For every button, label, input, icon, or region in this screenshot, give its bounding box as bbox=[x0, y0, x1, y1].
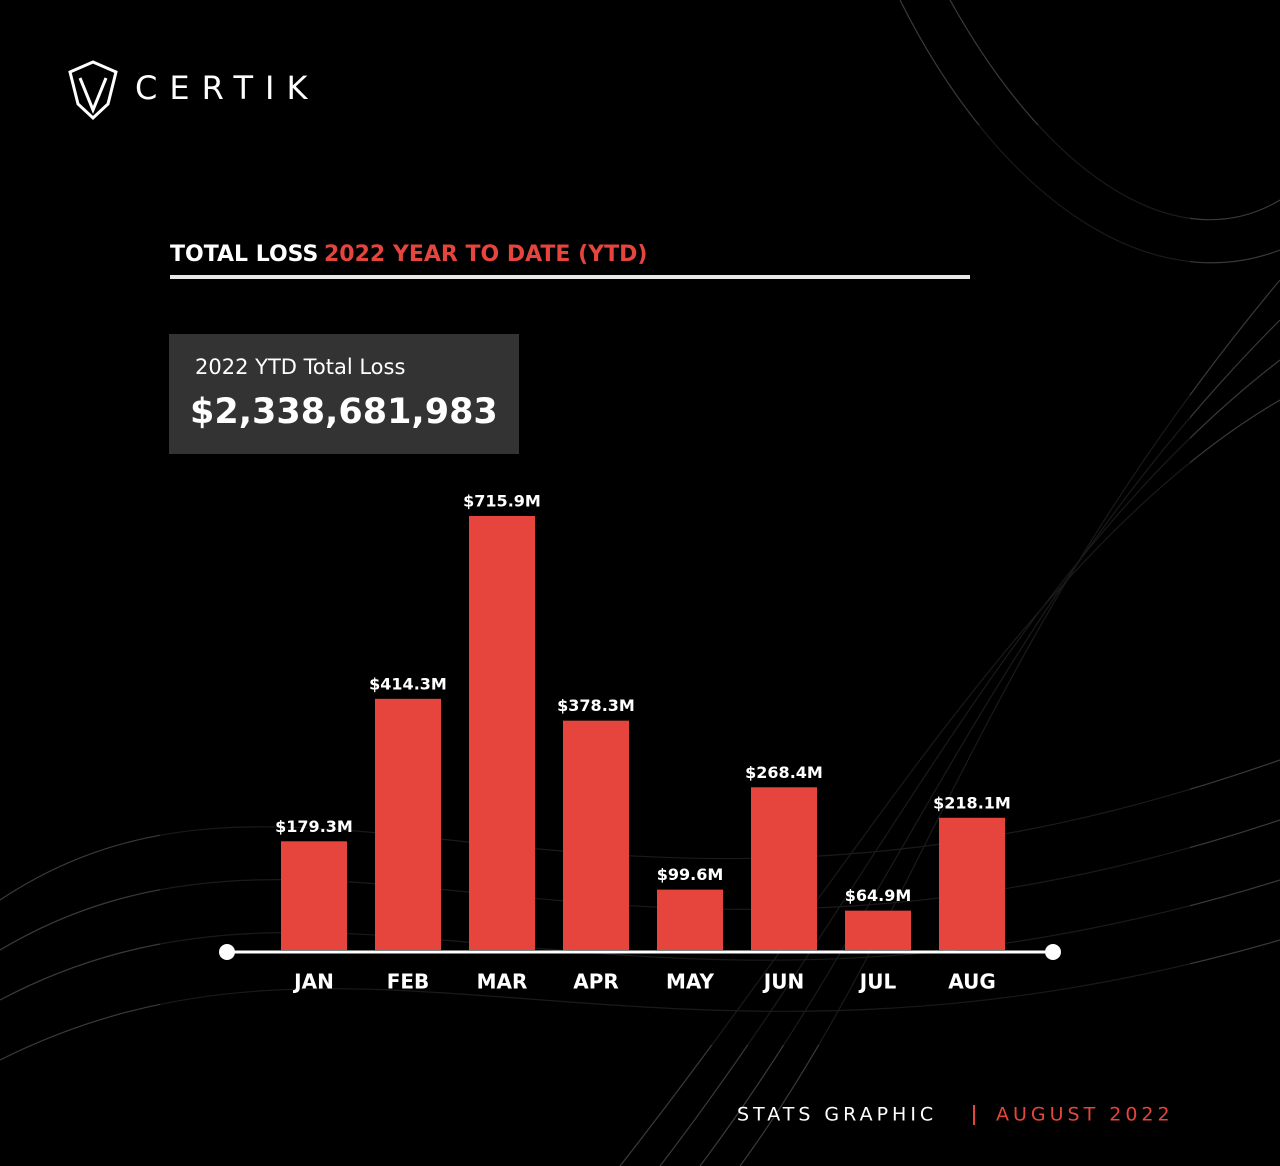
bar bbox=[563, 720, 629, 950]
bar bbox=[469, 515, 535, 950]
summary-box bbox=[169, 334, 519, 454]
x-tick-label: AUG bbox=[948, 970, 996, 994]
summary-label: 2022 YTD Total Loss bbox=[195, 355, 405, 379]
chart-title: TOTAL LOSS bbox=[170, 242, 318, 267]
bar bbox=[939, 817, 1005, 950]
value-label: $218.1M bbox=[933, 793, 1011, 812]
bar bbox=[751, 787, 817, 950]
x-tick-label: JUL bbox=[858, 970, 897, 994]
value-label: $179.3M bbox=[275, 817, 353, 836]
x-tick-label: MAR bbox=[477, 970, 528, 994]
value-label: $378.3M bbox=[557, 696, 635, 715]
bar bbox=[281, 841, 347, 950]
footer-right: AUGUST 2022 bbox=[996, 1104, 1174, 1126]
bar bbox=[375, 698, 441, 950]
x-tick-label: JUN bbox=[762, 970, 804, 994]
value-label: $715.9M bbox=[463, 491, 541, 510]
value-label: $268.4M bbox=[745, 763, 823, 782]
footer-left: STATS GRAPHIC bbox=[737, 1104, 937, 1126]
x-tick-label: MAY bbox=[666, 970, 714, 994]
title-rule bbox=[170, 275, 970, 279]
bar bbox=[657, 889, 723, 950]
value-label: $99.6M bbox=[657, 865, 724, 884]
chart-subtitle: 2022 YEAR TO DATE (YTD) bbox=[324, 242, 647, 267]
baseline-dot bbox=[219, 944, 235, 960]
x-tick-label: JAN bbox=[292, 970, 334, 994]
logo-mark bbox=[68, 60, 118, 121]
value-label: $64.9M bbox=[845, 886, 912, 905]
x-tick-label: APR bbox=[573, 970, 619, 994]
bar bbox=[845, 910, 911, 950]
brand: CERTIK bbox=[135, 69, 319, 107]
baseline-dot bbox=[1045, 944, 1061, 960]
x-tick-label: FEB bbox=[387, 970, 430, 994]
summary-value: $2,338,681,983 bbox=[190, 392, 498, 432]
value-label: $414.3M bbox=[369, 674, 447, 693]
